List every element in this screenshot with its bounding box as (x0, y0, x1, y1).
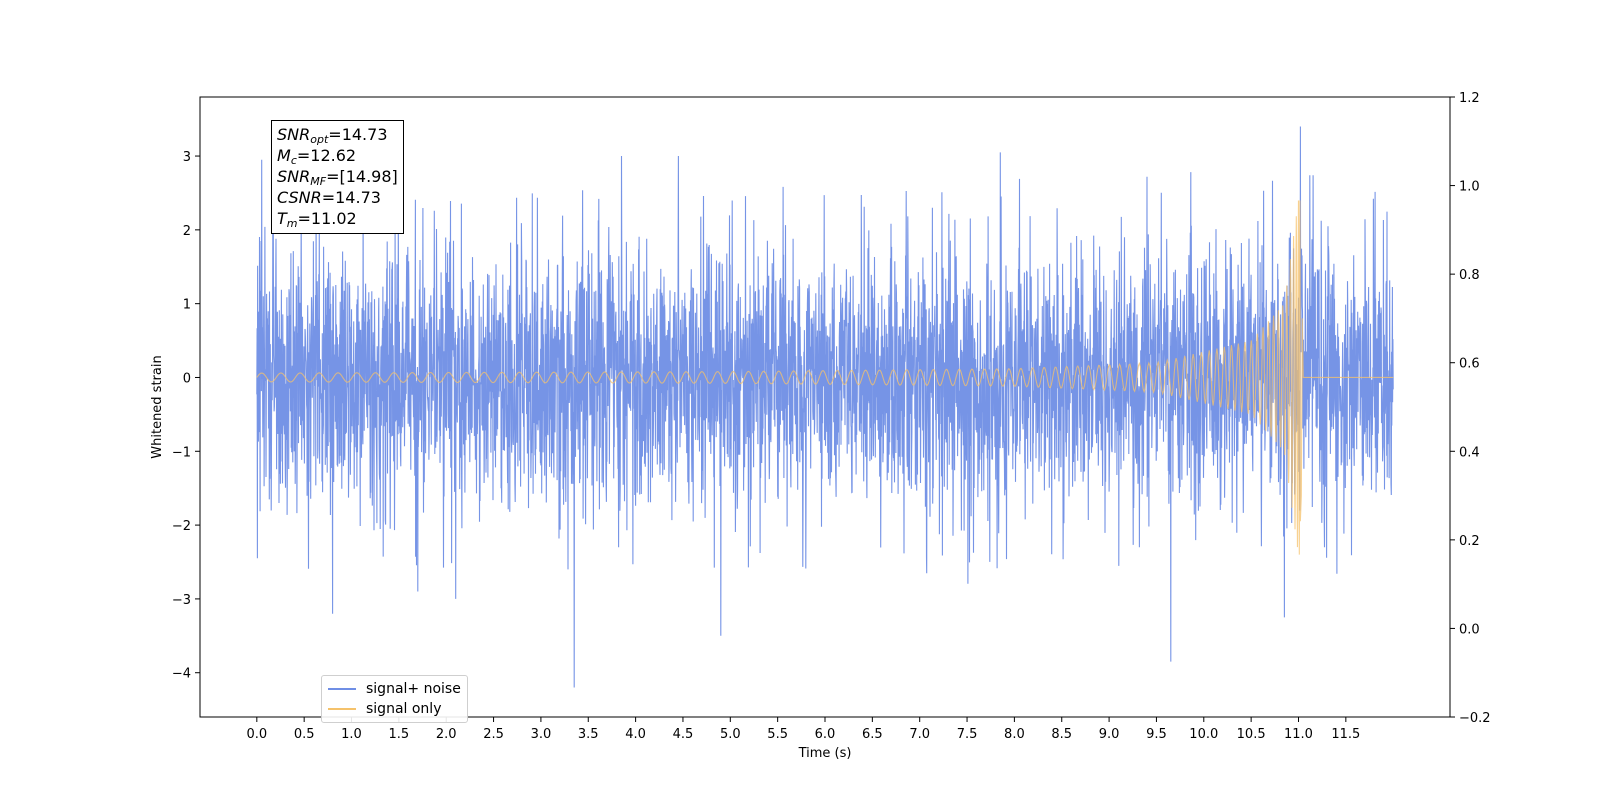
x-tick-label: 1.0 (341, 727, 362, 742)
y-tick-label: 0 (183, 371, 191, 386)
legend: signal+ noise signal only (321, 675, 468, 723)
x-tick-label: 7.5 (957, 727, 978, 742)
x-tick-label: 6.0 (815, 727, 836, 742)
y-tick-label: −4 (172, 667, 191, 682)
x-tick-label: 9.0 (1099, 727, 1120, 742)
x-tick-label: 1.5 (389, 727, 410, 742)
legend-swatch-signal-only (328, 708, 356, 710)
x-tick-label: 11.0 (1284, 727, 1313, 742)
legend-entry-signal-only: signal only (328, 699, 461, 719)
y2-tick-label: 1.2 (1459, 91, 1480, 106)
y-tick-label: 2 (183, 224, 191, 239)
x-tick-label: 0.5 (294, 727, 315, 742)
y-axis-right: 1.2 1.0 0.8 0.6 0.4 0.2 0.0 −0.2 (1450, 91, 1491, 726)
x-tick-label: 5.0 (720, 727, 741, 742)
x-tick-label: 3.5 (578, 727, 599, 742)
x-tick-label: 6.5 (862, 727, 883, 742)
x-tick-label: 8.0 (1004, 727, 1025, 742)
y-tick-label: 3 (183, 150, 191, 165)
x-tick-label: 2.5 (483, 727, 504, 742)
y-tick-label: 1 (183, 298, 191, 313)
stats-annotation-box: SNRopt=14.73 Mc=12.62 SNRMF=[14.98] CSNR… (271, 120, 404, 234)
y2-tick-label: 1.0 (1459, 180, 1480, 195)
x-tick-label: 4.5 (673, 727, 694, 742)
plot-area (256, 126, 1394, 688)
y2-tick-label: 0.8 (1459, 268, 1480, 283)
x-tick-label: 9.5 (1146, 727, 1167, 742)
y2-tick-label: 0.6 (1459, 357, 1480, 372)
series-signal-only (256, 200, 1394, 555)
x-axis: 0.0 0.5 1.0 1.5 2.0 2.5 3.0 3.5 4.0 4.5 5.0 5.5 6.0 6… (246, 717, 1360, 742)
x-tick-label: 0.0 (246, 727, 267, 742)
x-tick-label: 11.5 (1331, 727, 1360, 742)
y-axis-left: 3 2 1 0 −1 −2 −3 −4 (172, 150, 200, 682)
x-tick-label: 3.0 (531, 727, 552, 742)
y-tick-label: −2 (172, 519, 191, 534)
x-tick-label: 4.0 (625, 727, 646, 742)
y-axis-label: Whitened strain (150, 355, 165, 458)
x-tick-label: 8.5 (1051, 727, 1072, 742)
y2-tick-label: 0.4 (1459, 445, 1480, 460)
x-axis-label: Time (s) (798, 746, 852, 761)
series-signal-noise (256, 126, 1394, 688)
x-tick-label: 10.0 (1189, 727, 1218, 742)
x-tick-label: 2.0 (436, 727, 457, 742)
x-tick-label: 7.0 (909, 727, 930, 742)
chirp-mass-line: Mc=12.62 (277, 146, 357, 167)
y2-tick-label: 0.2 (1459, 534, 1480, 549)
legend-label-signal-noise: signal+ noise (366, 681, 461, 697)
snr-mf-line: SNRMF=[14.98] (277, 167, 398, 188)
legend-label-signal-only: signal only (366, 701, 442, 717)
y-tick-label: −3 (172, 593, 191, 608)
csnr-line: CSNR=14.73 (277, 188, 381, 207)
legend-swatch-signal-noise (328, 688, 356, 690)
y-tick-label: −1 (172, 445, 191, 460)
y2-tick-label: 0.0 (1459, 622, 1480, 637)
y2-tick-label: −0.2 (1459, 711, 1491, 726)
merger-time-line: Tm=11.02 (277, 209, 357, 230)
x-tick-label: 10.5 (1237, 727, 1266, 742)
x-tick-label: 5.5 (767, 727, 788, 742)
snr-opt-line: SNRopt=14.73 (277, 125, 388, 146)
legend-entry-signal-noise: signal+ noise (328, 679, 461, 699)
